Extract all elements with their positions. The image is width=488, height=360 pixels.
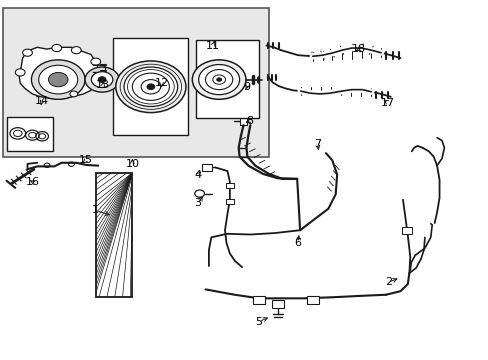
Circle shape bbox=[98, 77, 106, 82]
Text: 11: 11 bbox=[205, 41, 219, 50]
Text: 10: 10 bbox=[125, 159, 139, 169]
Text: 12: 12 bbox=[154, 78, 168, 88]
FancyBboxPatch shape bbox=[113, 39, 188, 135]
Text: 18: 18 bbox=[351, 44, 366, 54]
Circle shape bbox=[194, 190, 204, 197]
Circle shape bbox=[91, 58, 101, 65]
FancyBboxPatch shape bbox=[3, 8, 268, 157]
Text: 15: 15 bbox=[79, 155, 93, 165]
Text: 3: 3 bbox=[194, 198, 201, 208]
FancyBboxPatch shape bbox=[195, 40, 259, 118]
Text: 16: 16 bbox=[25, 177, 40, 187]
Bar bbox=[306, 296, 318, 304]
Text: 7: 7 bbox=[313, 139, 321, 149]
Bar bbox=[239, 117, 247, 125]
Circle shape bbox=[147, 84, 155, 90]
Circle shape bbox=[22, 49, 32, 56]
Bar bbox=[225, 183, 233, 188]
Text: 2: 2 bbox=[384, 277, 391, 287]
Text: 5: 5 bbox=[255, 317, 262, 327]
Bar bbox=[253, 296, 264, 304]
Circle shape bbox=[216, 78, 221, 81]
Circle shape bbox=[70, 91, 78, 97]
Bar bbox=[96, 173, 132, 297]
Bar bbox=[225, 199, 233, 204]
Bar bbox=[401, 227, 411, 234]
Circle shape bbox=[31, 60, 85, 99]
Text: 9: 9 bbox=[243, 82, 250, 92]
Circle shape bbox=[198, 64, 239, 95]
Text: 1: 1 bbox=[92, 206, 99, 216]
Text: 17: 17 bbox=[381, 98, 395, 108]
Text: 4: 4 bbox=[194, 170, 202, 180]
Polygon shape bbox=[19, 47, 98, 99]
Bar bbox=[271, 300, 283, 308]
Circle shape bbox=[124, 67, 177, 107]
Circle shape bbox=[52, 44, 61, 51]
Circle shape bbox=[92, 74, 102, 81]
Text: 14: 14 bbox=[35, 96, 49, 106]
Circle shape bbox=[48, 72, 68, 87]
FancyBboxPatch shape bbox=[6, 117, 53, 150]
Circle shape bbox=[85, 67, 119, 92]
Circle shape bbox=[71, 46, 81, 54]
Circle shape bbox=[116, 61, 185, 113]
Text: 13: 13 bbox=[96, 80, 110, 90]
Circle shape bbox=[39, 65, 78, 94]
Bar bbox=[238, 84, 250, 93]
Circle shape bbox=[91, 72, 113, 87]
Bar bbox=[202, 164, 211, 171]
Circle shape bbox=[192, 60, 245, 99]
Text: 8: 8 bbox=[245, 116, 252, 126]
Circle shape bbox=[15, 69, 25, 76]
Text: 6: 6 bbox=[294, 238, 301, 248]
